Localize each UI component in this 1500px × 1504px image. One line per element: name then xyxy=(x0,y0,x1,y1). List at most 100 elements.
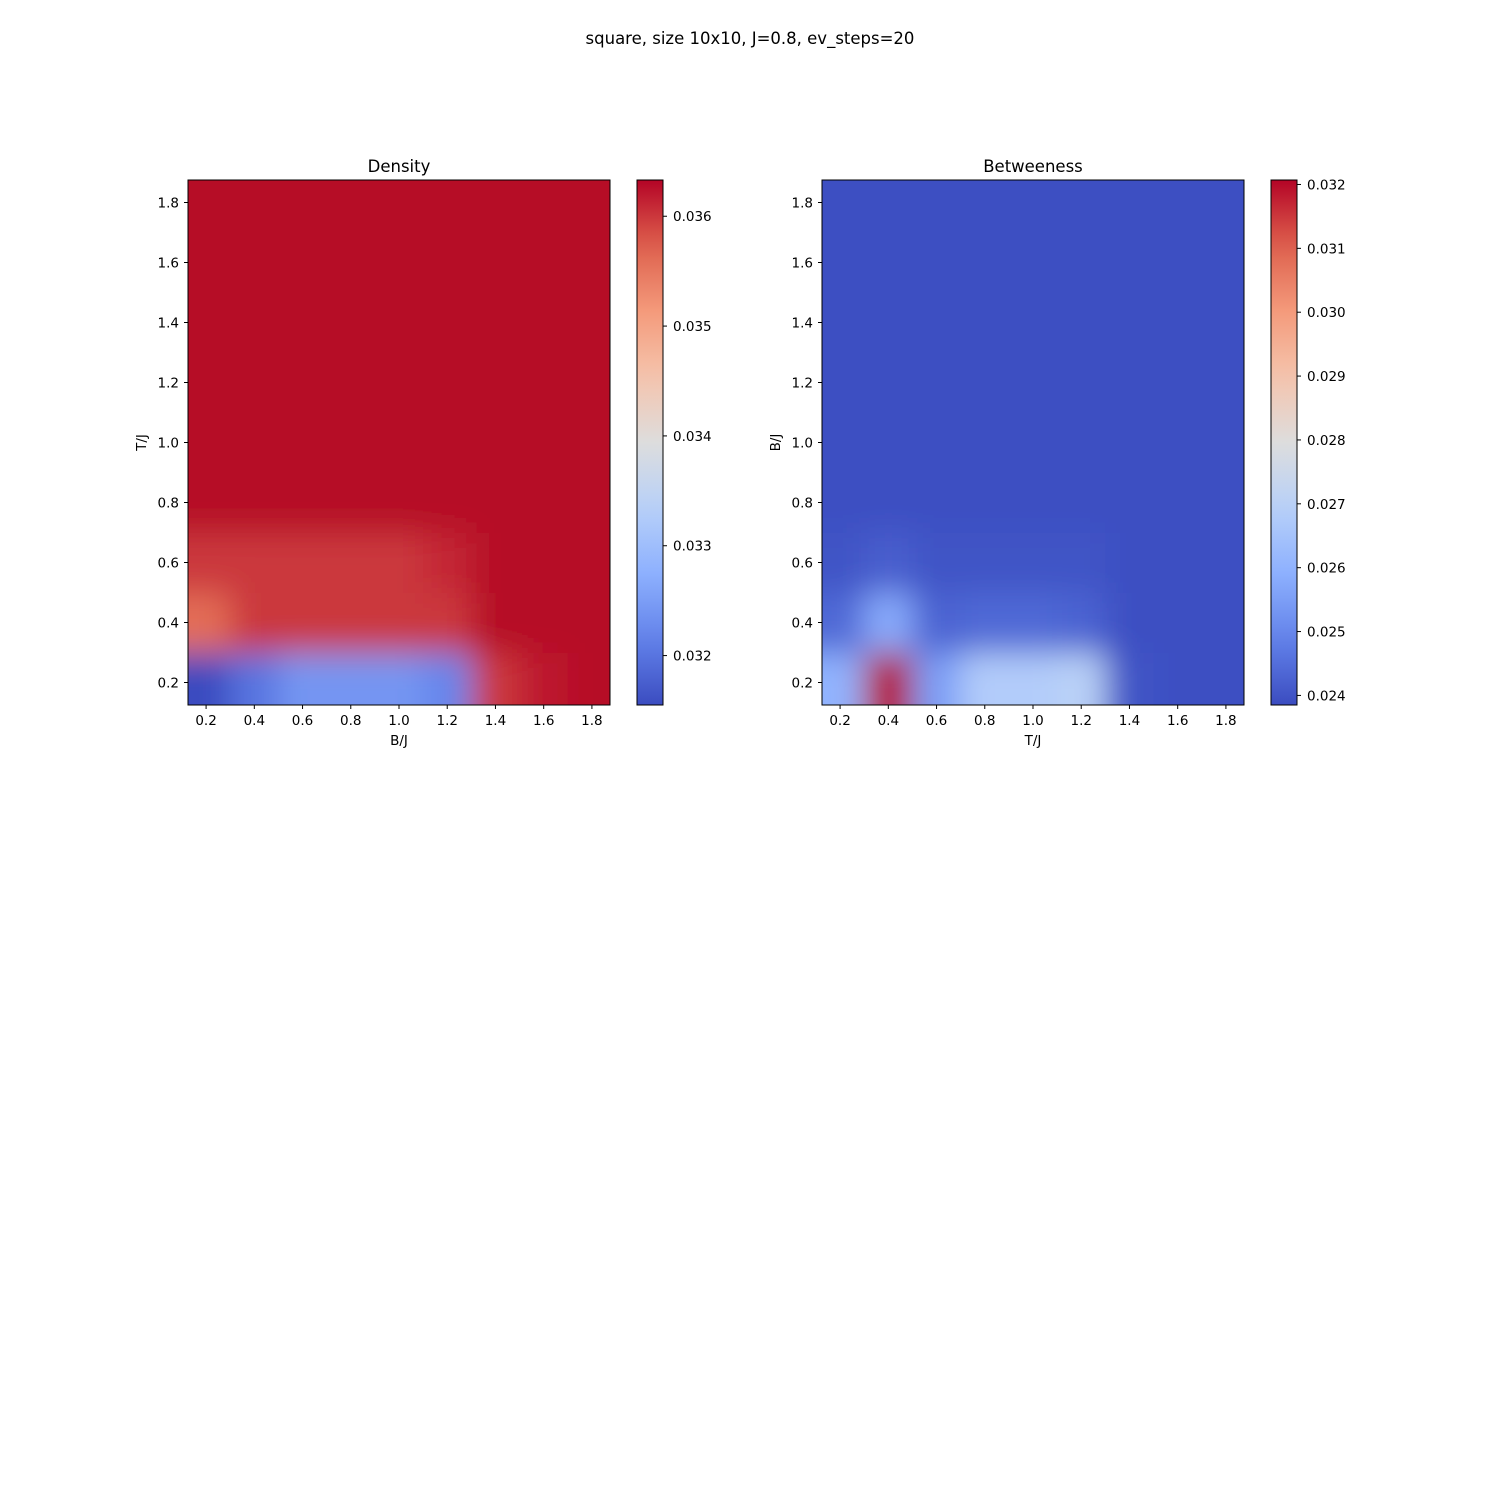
panel2-xtick-label: 0.4 xyxy=(878,713,899,729)
panel1-cell xyxy=(519,652,569,705)
panel1-colorbar-tick-label: 0.035 xyxy=(673,319,712,335)
panel1-cell xyxy=(471,232,521,293)
panel2-cell xyxy=(1008,652,1058,705)
panel1-cell xyxy=(423,352,472,413)
panel2-cell xyxy=(1057,352,1106,413)
panel2-colorbar-tick-label: 0.026 xyxy=(1307,561,1346,577)
panel2-cell xyxy=(1105,412,1155,473)
panel2-xtick-label: 0.2 xyxy=(829,713,850,729)
panel2-cell xyxy=(1201,652,1244,705)
panel2-cell xyxy=(960,180,1010,233)
panel2-cell xyxy=(864,232,913,293)
panel1-cell xyxy=(423,412,472,473)
panel2-cell xyxy=(960,232,1010,293)
panel1-cell xyxy=(278,472,328,533)
panel1-cell xyxy=(471,472,521,533)
panel1-cell xyxy=(471,352,521,413)
panel2-cell xyxy=(1105,532,1155,593)
panel2-cell xyxy=(912,412,962,473)
panel1-cell xyxy=(188,180,231,233)
panel1-cell xyxy=(230,232,279,293)
panel2-cell xyxy=(864,352,913,413)
panel1-cell xyxy=(278,352,328,413)
panel2-cell xyxy=(1057,472,1106,533)
panel2-xtick-label: 0.8 xyxy=(974,713,995,729)
panel1-cell xyxy=(471,652,521,705)
panel1-cell xyxy=(374,592,424,653)
panel2-ytick-label: 0.4 xyxy=(792,616,813,632)
panel1-xtick-label: 0.4 xyxy=(244,713,265,729)
panel2-xtick-label: 1.8 xyxy=(1215,713,1236,729)
panel2-cell xyxy=(1153,532,1203,593)
panel2-ylabel: B/J xyxy=(768,434,784,452)
panel2-xtick-label: 1.2 xyxy=(1070,713,1091,729)
panel2-ytick-label: 0.6 xyxy=(792,556,813,572)
panel1-cell xyxy=(519,592,569,653)
panel2-xtick-label: 1.6 xyxy=(1167,713,1188,729)
panel1-cell xyxy=(326,592,376,653)
panel2-cell xyxy=(822,180,865,233)
panel2-colorbar-tick-label: 0.030 xyxy=(1307,305,1346,321)
panel2-cell xyxy=(1008,532,1058,593)
panel2-betweeness: Betweeness 0.2 0.4 0.6 0.8 1.0 1.2 1.4 1.6 1.8 0.2… xyxy=(768,157,1346,749)
panel1-cell xyxy=(567,592,610,653)
panel2-cell xyxy=(1057,652,1106,705)
panel2-xlabel: T/J xyxy=(1024,733,1042,749)
panel1-cell xyxy=(188,472,231,533)
panel2-cell xyxy=(1153,592,1203,653)
panel1-xtick-label: 1.8 xyxy=(581,713,602,729)
panel2-cell xyxy=(1201,352,1244,413)
panel1-cell xyxy=(423,592,472,653)
panel2-cell xyxy=(1008,180,1058,233)
panel1-cell xyxy=(374,292,424,353)
panel1-ytick-label: 1.2 xyxy=(158,376,179,392)
panel1-cell xyxy=(278,412,328,473)
panel2-cell xyxy=(960,472,1010,533)
panel2-cell xyxy=(1153,352,1203,413)
panel2-cell xyxy=(1105,352,1155,413)
panel2-cell xyxy=(1201,232,1244,293)
panel1-cell xyxy=(230,592,279,653)
panel1-cell xyxy=(519,352,569,413)
panel2-cell xyxy=(1201,472,1244,533)
panel2-cell xyxy=(1105,180,1155,233)
panel2-ytick-label: 0.8 xyxy=(792,496,813,512)
panel1-xtick-label: 0.6 xyxy=(292,713,313,729)
panel2-heatmap xyxy=(822,180,1244,705)
panel2-cell xyxy=(1105,472,1155,533)
panel1-cell xyxy=(471,532,521,593)
panel1-cell xyxy=(423,472,472,533)
panel2-cell xyxy=(1057,180,1106,233)
panel1-ytick-label: 0.6 xyxy=(158,556,179,572)
panel1-cell xyxy=(519,180,569,233)
panel2-cell xyxy=(1057,532,1106,593)
panel2-cell xyxy=(1008,292,1058,353)
panel2-ytick-label: 1.6 xyxy=(792,256,813,272)
panel1-colorbar-tick-label: 0.036 xyxy=(673,209,712,225)
panel1-cell xyxy=(188,652,231,705)
panel1-cell xyxy=(326,472,376,533)
panel2-ytick-label: 1.2 xyxy=(792,376,813,392)
panel1-cell xyxy=(374,352,424,413)
panel1-cell xyxy=(567,292,610,353)
panel1-cell xyxy=(374,472,424,533)
panel1-cell xyxy=(423,232,472,293)
panel2-cell xyxy=(822,592,865,653)
panel2-cell xyxy=(960,532,1010,593)
panel2-cell xyxy=(822,652,865,705)
panel1-xtick-label: 1.4 xyxy=(485,713,506,729)
panel1-cell xyxy=(230,412,279,473)
panel2-title: Betweeness xyxy=(983,157,1083,176)
panel1-xlabel: B/J xyxy=(390,733,408,749)
panel2-cell xyxy=(960,412,1010,473)
panel1-cell xyxy=(278,652,328,705)
panel2-cell xyxy=(1057,592,1106,653)
panel1-ytick-label: 1.6 xyxy=(158,256,179,272)
panel1-cell xyxy=(374,652,424,705)
panel2-colorbar-tick-label: 0.028 xyxy=(1307,433,1346,449)
panel2-cell xyxy=(822,352,865,413)
panel2-cell xyxy=(822,472,865,533)
panel2-cell xyxy=(822,412,865,473)
